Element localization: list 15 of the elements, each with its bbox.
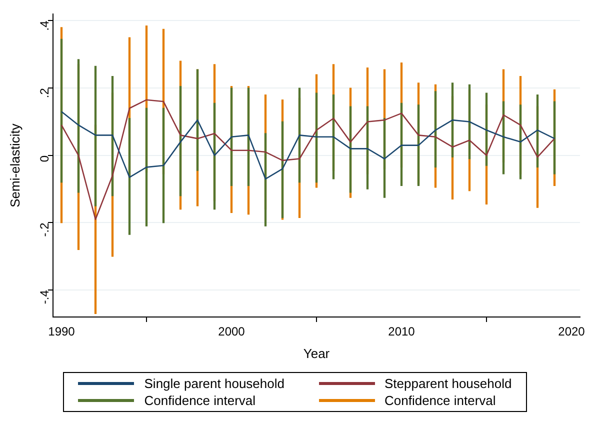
y-tick-label: -.4: [37, 290, 52, 304]
y-tick-label: 0: [37, 155, 52, 162]
y-tick-label: -.2: [37, 222, 52, 237]
x-tick-label: 2020: [558, 324, 586, 339]
y-tick-label: .2: [37, 88, 52, 98]
legend-label: Confidence interval: [384, 393, 496, 408]
x-tick-label: 2000: [218, 324, 246, 339]
y-tick-label: .4: [37, 20, 52, 31]
x-tick-label: 2010: [388, 324, 416, 339]
y-axis-title: Semi-elasticity: [7, 123, 22, 208]
x-axis-title: Year: [303, 346, 330, 361]
x-tick-label: 1990: [48, 324, 76, 339]
legend-label: Confidence interval: [144, 393, 256, 408]
legend-label: Single parent household: [144, 376, 284, 391]
legend-label: Stepparent household: [384, 376, 512, 391]
